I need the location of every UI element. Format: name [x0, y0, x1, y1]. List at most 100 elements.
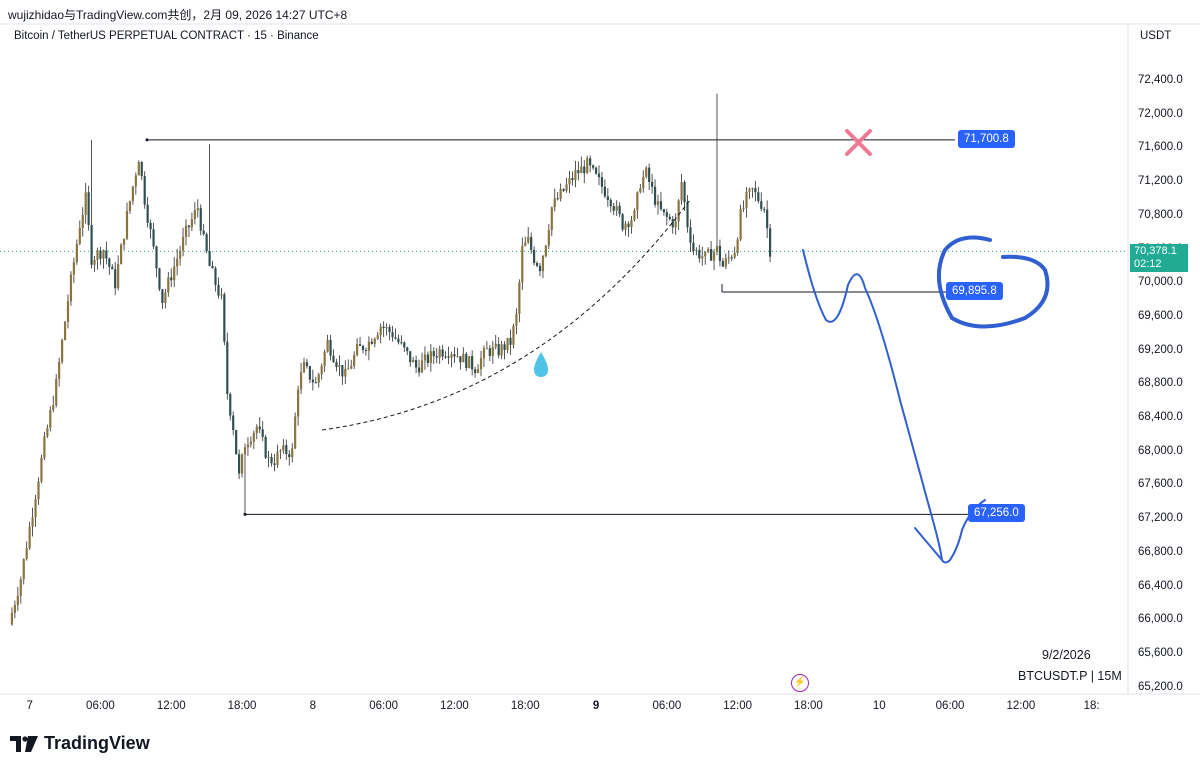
candle-body — [406, 347, 409, 352]
candle-body — [594, 167, 598, 174]
candle-body — [701, 256, 704, 259]
candle-body — [482, 348, 486, 359]
candle-body — [258, 426, 261, 430]
candle-body — [358, 344, 362, 346]
candle-body — [146, 204, 149, 223]
candle-body — [370, 341, 373, 344]
watermark-line: wujizhidao与TradingView.com共创，2月 09, 2026… — [8, 8, 348, 22]
candle-body — [739, 209, 742, 240]
candle-body — [459, 356, 462, 363]
candle-body — [305, 362, 309, 367]
level-price-tag[interactable]: 71,700.8 — [958, 129, 1015, 148]
candle-body — [491, 346, 494, 356]
candle-body — [686, 202, 689, 228]
candle-body — [114, 269, 117, 289]
candle-body — [137, 162, 140, 176]
candle-body — [698, 249, 701, 259]
candle-body — [205, 234, 208, 252]
candle-body — [229, 393, 232, 416]
time-tick-label: 12:00 — [156, 700, 186, 712]
cross-icon — [845, 129, 872, 156]
candle-body — [426, 354, 429, 363]
candle-body — [179, 250, 182, 259]
candle-body — [58, 361, 61, 379]
candle-body — [503, 344, 506, 351]
candle-body — [671, 219, 674, 228]
candle-body — [120, 244, 123, 265]
candle-body — [562, 188, 565, 191]
price-tick-label: 72,000.0 — [1138, 107, 1183, 120]
candle-body — [656, 201, 660, 205]
candle-body — [674, 221, 677, 228]
candle-body — [105, 250, 108, 259]
candle-body — [164, 292, 167, 303]
candle-body — [715, 245, 719, 253]
symbol-title[interactable]: Bitcoin / TetherUS PERPETUAL CONTRACT · … — [14, 30, 319, 42]
candle-body — [19, 579, 22, 596]
candle-body — [415, 360, 418, 368]
candle-body — [724, 258, 727, 267]
candle-body — [763, 208, 766, 210]
candle-body — [143, 176, 146, 205]
candle-body — [117, 264, 120, 289]
candle-body — [264, 436, 267, 458]
candle-body — [329, 339, 332, 356]
candle-body — [37, 481, 40, 500]
candle-body — [246, 444, 250, 448]
candle-body — [633, 210, 636, 220]
candle-body — [479, 358, 483, 370]
time-tick-label: 06:00 — [86, 700, 115, 712]
level-price-tag[interactable]: 67,256.0 — [968, 504, 1025, 523]
candle-body — [22, 559, 25, 580]
candle-body — [350, 365, 353, 369]
candle-body — [102, 250, 105, 259]
candle-body — [435, 356, 438, 358]
candle-body — [267, 456, 270, 458]
candle-body — [535, 262, 539, 266]
candle-body — [314, 382, 317, 384]
candle-body — [338, 365, 341, 368]
price-tick-label: 65,200.0 — [1138, 680, 1183, 693]
candle-body — [456, 356, 459, 358]
candle-body — [108, 258, 111, 267]
candle-body — [391, 332, 394, 338]
tradingview-logo-icon — [10, 735, 38, 752]
brand-logo[interactable]: TradingView — [10, 733, 150, 754]
candle-body — [128, 201, 132, 212]
candle-body — [748, 188, 751, 192]
candle-body — [441, 349, 444, 357]
candle-body — [683, 182, 686, 203]
candle-body — [347, 368, 350, 370]
candle-body — [308, 366, 311, 380]
level-price-tag[interactable]: 69,895.8 — [946, 282, 1003, 300]
candle-body — [494, 343, 497, 347]
price-tick-label: 70,800.0 — [1138, 208, 1183, 221]
price-tick-label: 66,400.0 — [1138, 579, 1183, 592]
candle-body — [152, 229, 155, 247]
candle-body — [270, 456, 273, 464]
candle-body — [462, 353, 465, 363]
candle-body — [423, 354, 427, 361]
candle-body — [364, 350, 368, 352]
candle-body — [695, 249, 698, 251]
candle-body — [243, 447, 247, 455]
brand-name: TradingView — [44, 733, 150, 753]
circle-highlight — [936, 235, 1050, 329]
candle-body — [96, 250, 99, 260]
candle-body — [409, 351, 412, 363]
candle-body — [465, 353, 468, 369]
candle-body — [627, 223, 630, 228]
candle-body — [379, 326, 382, 336]
candle-body — [512, 325, 515, 345]
candle-body — [432, 351, 435, 357]
candle-body — [642, 176, 645, 189]
candle-body — [220, 294, 223, 296]
lightning-icon[interactable]: ⚡ — [791, 674, 809, 692]
candle-body — [361, 345, 365, 351]
ticker-info: BTCUSDT.P | 15M — [1018, 669, 1122, 683]
candle-body — [332, 355, 335, 362]
candle-body — [125, 211, 129, 239]
candle-body — [541, 256, 545, 272]
